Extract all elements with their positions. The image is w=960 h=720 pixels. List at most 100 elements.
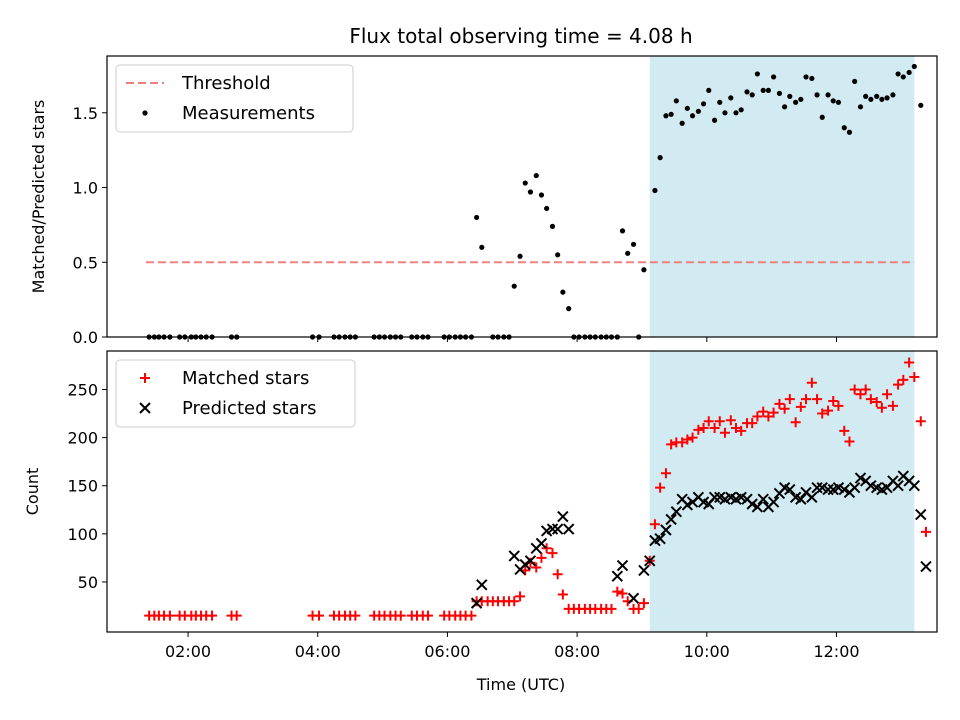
measurement-point: [641, 267, 647, 273]
measurement-point: [479, 244, 485, 250]
measurement-point: [835, 99, 842, 105]
measurement-point: [857, 104, 864, 110]
predicted-stars-point: [535, 537, 548, 550]
predicted-stars-point: [476, 579, 488, 591]
matched-stars-point: [876, 402, 887, 413]
figure-title: Flux total observing time = 4.08 h: [349, 24, 692, 48]
matched-stars-point: [314, 610, 325, 621]
matched-stars-point: [703, 416, 714, 427]
predicted-stars-point: [551, 523, 564, 535]
predicted-stars-point: [638, 564, 650, 577]
matched-stars-point: [207, 610, 218, 621]
matched-stars-point: [784, 394, 795, 405]
matched-stars-point: [682, 434, 693, 445]
predicted-stars-point: [616, 559, 629, 572]
series-matched-stars: [144, 357, 931, 621]
matched-stars-point: [817, 408, 828, 419]
y-tick-label: 0.5: [73, 253, 98, 272]
matched-stars-point: [552, 569, 563, 580]
measurement-point: [776, 90, 783, 96]
measurement-point: [895, 71, 901, 77]
matched-stars-point: [666, 439, 677, 450]
predicted-stars-point: [708, 491, 721, 503]
measurement-point: [544, 205, 550, 212]
matched-stars-point: [882, 389, 893, 400]
matched-stars-point: [860, 384, 871, 395]
matched-stars-point: [828, 396, 839, 407]
measurement-point: [625, 250, 631, 256]
measurement-point: [538, 192, 545, 198]
legend: Threshold Measurements: [115, 64, 354, 133]
measurement-point: [738, 107, 744, 113]
matched-stars-point: [617, 588, 628, 599]
predicted-stars-point: [806, 491, 818, 503]
predicted-stars-point: [822, 483, 834, 496]
measurement-point: [555, 252, 561, 258]
measurement-point: [549, 223, 556, 229]
matched-stars-point: [606, 603, 617, 614]
predicted-stars-point: [767, 496, 780, 508]
matched-stars-point: [531, 562, 542, 573]
measurement-point: [830, 98, 836, 104]
predicted-stars-point: [795, 493, 807, 505]
predicted-stars-point: [546, 523, 559, 535]
measurement-point: [711, 117, 718, 123]
matched-stars-point: [693, 424, 704, 435]
predicted-stars-point: [665, 513, 677, 526]
top-panel: 0.0 0.5 1.0 1.5 Matched/Predicted stars Thres…: [29, 55, 938, 347]
predicted-stars-point: [892, 480, 904, 492]
matched-stars-point: [758, 406, 769, 417]
y-tick-label: 100: [67, 525, 98, 544]
x-tick-label: 06:00: [424, 642, 470, 661]
measurement-point: [879, 96, 885, 102]
matched-stars-point: [687, 432, 698, 443]
x-tick-label: 12:00: [813, 642, 859, 661]
legend-measurement-swatch: [142, 110, 148, 116]
matched-stars-point: [698, 422, 709, 433]
measurement-point: [511, 283, 517, 289]
y-tick-label: 1.5: [73, 104, 98, 123]
y-tick-label: 200: [67, 429, 98, 448]
matched-stars-point: [887, 400, 898, 411]
x-tick-label: 02:00: [165, 642, 211, 661]
series-measurements: [146, 63, 924, 340]
measurement-point: [722, 110, 728, 116]
matched-stars-point: [893, 379, 904, 390]
predicted-stars-point: [627, 592, 640, 605]
measurement-point: [798, 96, 804, 102]
predicted-stars-point: [915, 508, 927, 521]
matched-stars-point: [779, 403, 790, 414]
matched-stars-point: [714, 416, 725, 427]
predicted-stars-point: [470, 597, 483, 609]
legend-predicted-swatch: [139, 402, 151, 414]
matched-stars-point: [795, 401, 806, 412]
matched-stars-point: [920, 526, 931, 537]
measurement-point: [527, 189, 534, 195]
matched-stars-point: [350, 610, 361, 621]
matched-stars-point: [395, 610, 406, 621]
matched-stars-point: [677, 437, 688, 448]
predicted-stars-point: [670, 506, 683, 518]
measurement-point: [706, 87, 712, 93]
matched-stars-point: [790, 417, 801, 428]
measurement-point: [689, 113, 696, 119]
predicted-stars-point: [848, 481, 861, 494]
measurement-point: [744, 89, 750, 95]
matched-stars-point: [763, 411, 774, 422]
measurement-point: [679, 120, 685, 126]
predicted-stars-point: [562, 523, 575, 535]
matched-stars-point: [536, 552, 547, 563]
matched-stars-point: [655, 482, 666, 493]
legend-box: [115, 359, 356, 428]
measurement-point: [765, 87, 772, 93]
matched-stars-point: [709, 422, 720, 433]
axes-frame: [106, 350, 938, 633]
bottom-panel: 50 100 150 200 250 02:00 04:00 06:00 08:00 10:00 1…: [23, 350, 938, 661]
measurement-point: [749, 92, 755, 98]
measurement-point: [890, 92, 896, 98]
measurement-point: [809, 75, 815, 82]
matched-stars-point: [660, 468, 671, 479]
measurement-point: [918, 102, 924, 108]
axes-frame: [106, 55, 938, 338]
matched-stars-point: [812, 394, 823, 405]
